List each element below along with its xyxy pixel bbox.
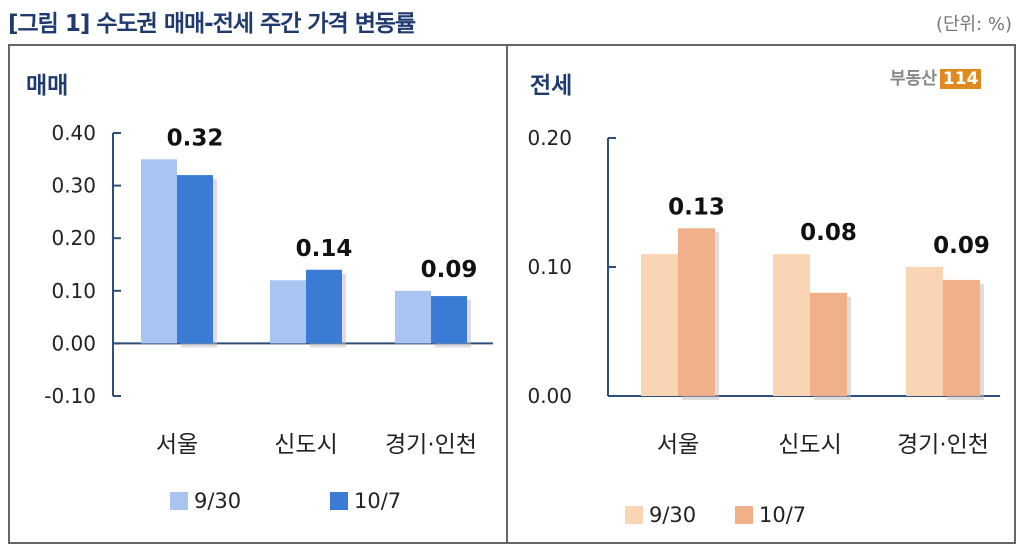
legend-label: 10/7 [354, 489, 401, 513]
data-label: 0.14 [296, 236, 353, 262]
bar-10-7 [306, 269, 342, 344]
data-label: 0.13 [668, 194, 725, 220]
category-label: 신도시 [274, 432, 337, 458]
bar-10-7 [177, 175, 213, 344]
category-label: 경기·인천 [897, 432, 989, 458]
jeonse-panel [506, 44, 1016, 544]
logo: 부동산 114 [890, 64, 982, 89]
y-tick-label: 0.10 [527, 255, 572, 279]
figure-title: [그림 1] 수도권 매매-전세 주간 가격 변동률 [8, 11, 416, 37]
bar-9-30 [906, 267, 943, 396]
category-label: 경기·인천 [385, 432, 477, 458]
legend-swatch [735, 506, 753, 524]
category-label: 신도시 [778, 432, 841, 458]
y-tick-label: -0.10 [44, 384, 96, 408]
bar-9-30 [773, 254, 810, 396]
bar-10-7 [943, 279, 980, 396]
y-tick-label: 0.10 [51, 279, 96, 303]
bar-10-7 [431, 296, 467, 344]
category-label: 서울 [156, 432, 198, 458]
data-label: 0.32 [167, 125, 224, 151]
bar-10-7 [678, 228, 715, 396]
bar-9-30 [270, 280, 306, 344]
legend-swatch [170, 492, 188, 510]
legend-swatch [625, 506, 643, 524]
y-tick-label: 0.00 [527, 384, 572, 408]
data-label: 0.08 [800, 220, 857, 246]
legend-label: 9/30 [194, 489, 241, 513]
category-label: 서울 [657, 432, 699, 458]
legend-label: 9/30 [649, 503, 696, 527]
y-tick-label: 0.40 [51, 121, 96, 145]
y-tick-label: 0.00 [51, 331, 96, 355]
legend-swatch [330, 492, 348, 510]
sale-chart-title: 매매 [26, 73, 69, 99]
legend-label: 10/7 [759, 503, 806, 527]
jeonse-chart-title: 전세 [530, 73, 573, 99]
unit-label: (단위: %) [935, 14, 1012, 35]
bar-9-30 [641, 254, 678, 396]
y-tick-label: 0.30 [51, 174, 96, 198]
y-tick-label: 0.20 [527, 126, 572, 150]
bar-9-30 [395, 290, 431, 344]
y-tick-label: 0.20 [51, 226, 96, 250]
bar-10-7 [810, 292, 847, 396]
data-label: 0.09 [933, 233, 990, 259]
bar-9-30 [141, 159, 177, 344]
data-label: 0.09 [421, 257, 478, 283]
